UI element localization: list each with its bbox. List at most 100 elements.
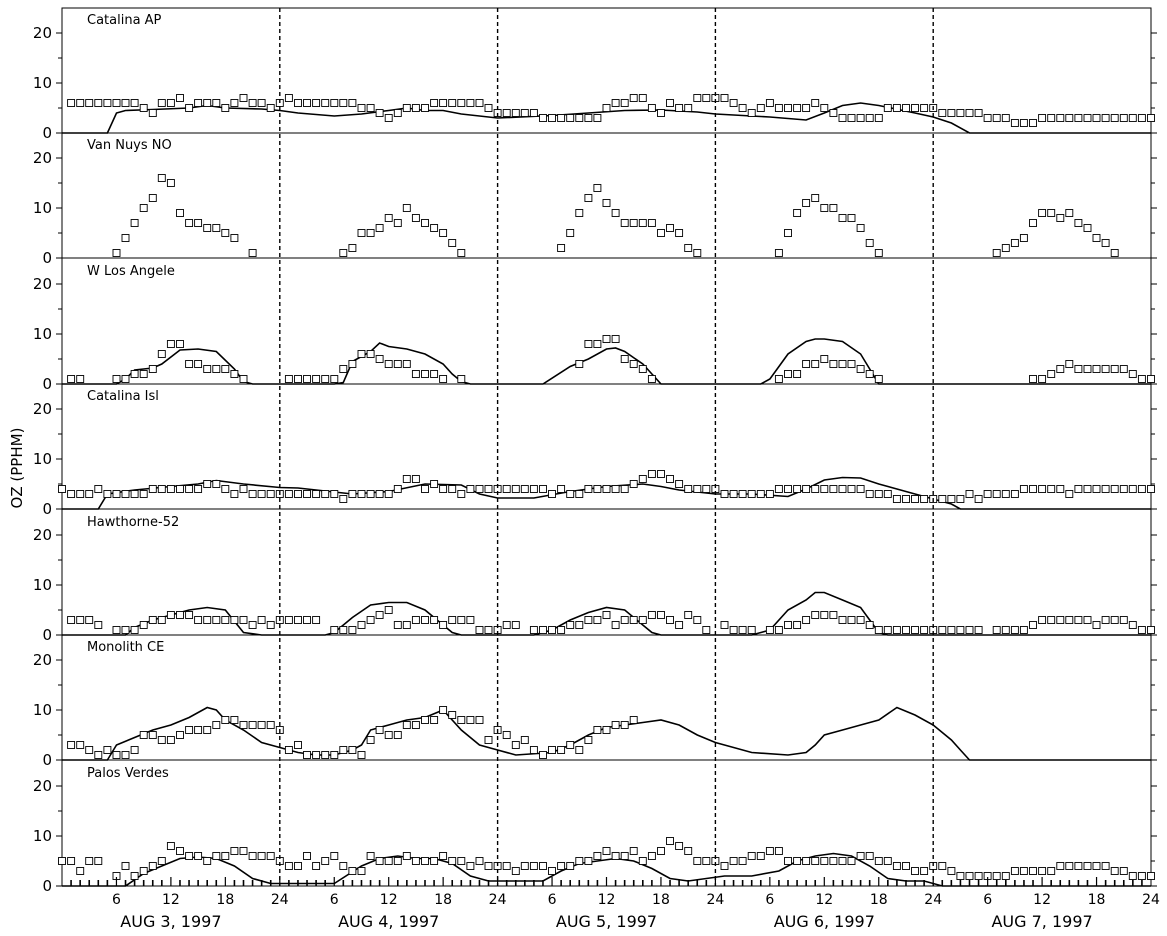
observed-point — [312, 99, 321, 107]
observed-point — [756, 104, 765, 112]
observed-point — [466, 862, 475, 870]
observed-point — [484, 736, 493, 744]
observed-point — [729, 99, 738, 107]
observed-point — [657, 611, 665, 619]
observed-point — [439, 375, 448, 383]
observed-point — [793, 857, 802, 865]
observed-point — [729, 857, 738, 865]
observed-point — [130, 746, 139, 754]
observed-point — [602, 726, 611, 734]
observed-point — [1019, 626, 1028, 634]
observed-point — [166, 611, 175, 619]
observed-point — [1083, 365, 1092, 373]
observed-point — [1029, 867, 1037, 875]
observed-point — [902, 626, 910, 634]
observed-point — [956, 626, 965, 634]
observed-point — [121, 751, 130, 759]
observed-point — [357, 867, 366, 875]
observed-point — [148, 194, 157, 202]
observed-point — [239, 616, 248, 624]
observed-point — [620, 219, 629, 227]
observed-point — [411, 616, 420, 624]
observed-point — [1110, 249, 1119, 257]
observed-point — [865, 239, 874, 247]
observed-point — [402, 475, 411, 483]
observed-point — [330, 852, 339, 860]
observed-point — [684, 104, 693, 112]
observed-point — [176, 94, 184, 102]
observed-point — [747, 109, 756, 117]
observed-point — [856, 365, 865, 373]
observed-point — [657, 470, 665, 478]
observed-point — [620, 355, 629, 363]
observed-point — [330, 490, 339, 498]
observed-point — [330, 99, 339, 107]
date-label: AUG 5, 1997 — [556, 912, 657, 931]
observed-point — [294, 616, 302, 624]
panel-3: 0 10 20 W Los Angele — [33, 264, 1157, 393]
observed-point — [865, 852, 874, 860]
observed-point — [992, 114, 1001, 122]
observed-points — [67, 94, 1155, 127]
observed-point — [566, 621, 575, 629]
observed-point — [784, 485, 792, 493]
observed-point — [602, 611, 611, 619]
y-tick-label: 10 — [33, 74, 52, 92]
observed-point — [366, 736, 375, 744]
observed-point — [448, 857, 457, 865]
observed-point — [1128, 370, 1137, 378]
observed-point — [94, 751, 103, 759]
observed-point — [375, 611, 384, 619]
observed-point — [321, 375, 330, 383]
observed-point — [176, 209, 184, 217]
observed-point — [103, 99, 112, 107]
station-label: Monolith CE — [87, 640, 164, 655]
x-tick-label: 24 — [1142, 892, 1160, 908]
observed-point — [702, 485, 711, 493]
y-tick-label: 0 — [42, 249, 52, 267]
observed-point — [67, 490, 76, 498]
observed-point — [738, 104, 747, 112]
observed-point — [448, 239, 457, 247]
observed-point — [511, 621, 520, 629]
observed-point — [421, 485, 429, 493]
observed-point — [1147, 872, 1155, 880]
panel-1: 0 10 20 Catalina AP — [33, 13, 1157, 142]
observed-point — [584, 736, 593, 744]
observed-point — [956, 872, 965, 880]
observed-point — [1074, 219, 1083, 227]
observed-point — [693, 249, 702, 257]
observed-point — [593, 485, 602, 493]
observed-point — [439, 621, 448, 629]
observed-point — [947, 109, 956, 117]
observed-point — [357, 229, 366, 237]
observed-point — [312, 490, 321, 498]
observed-point — [774, 375, 783, 383]
observed-point — [139, 370, 148, 378]
observed-point — [1047, 209, 1056, 217]
observed-point — [539, 751, 547, 759]
observed-point — [1074, 485, 1083, 493]
observed-point — [457, 490, 466, 498]
observed-point — [203, 365, 212, 373]
observed-point — [774, 249, 783, 257]
observed-point — [303, 616, 311, 624]
observed-point — [575, 490, 584, 498]
observed-point — [611, 335, 620, 343]
observed-point — [1083, 224, 1092, 232]
observed-point — [548, 114, 556, 122]
observed-point — [802, 616, 811, 624]
observed-point — [457, 99, 466, 107]
observed-point — [121, 862, 130, 870]
panel-2: 0 10 20 Van Nuys NO — [33, 138, 1157, 267]
observed-point — [693, 857, 702, 865]
observed-point — [348, 626, 357, 634]
observed-point — [1010, 867, 1019, 875]
observed-point — [693, 94, 702, 102]
observed-point — [312, 616, 321, 624]
observed-point — [938, 495, 947, 503]
observed-point — [393, 731, 402, 739]
observed-point — [257, 490, 266, 498]
observed-point — [684, 611, 693, 619]
observed-point — [865, 490, 874, 498]
